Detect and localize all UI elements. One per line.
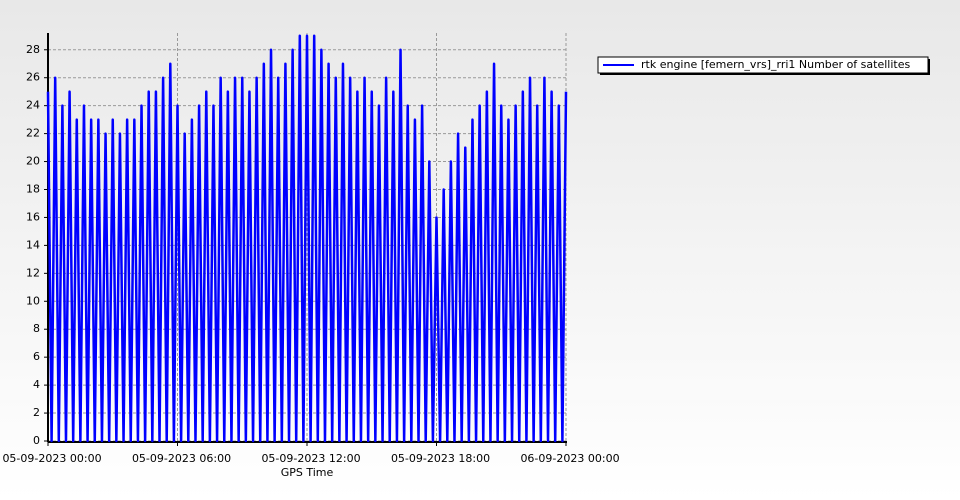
y-tick-label: 18 bbox=[26, 182, 40, 195]
x-tick-label: 05-09-2023 18:00 bbox=[391, 452, 490, 465]
y-tick-label: 12 bbox=[26, 266, 40, 279]
y-tick-label: 4 bbox=[33, 378, 40, 391]
y-tick-label: 2 bbox=[33, 406, 40, 419]
x-axis-label: GPS Time bbox=[281, 466, 334, 479]
y-tick-label: 16 bbox=[26, 210, 40, 223]
y-tick-label: 0 bbox=[33, 434, 40, 447]
legend-box bbox=[597, 56, 929, 74]
x-tick-label: 06-09-2023 00:00 bbox=[520, 452, 619, 465]
y-tick-label: 28 bbox=[26, 43, 40, 56]
y-tick-label: 22 bbox=[26, 127, 40, 140]
y-tick-label: 8 bbox=[33, 322, 40, 335]
series-line bbox=[46, 34, 568, 443]
x-tick-label: 05-09-2023 06:00 bbox=[132, 452, 231, 465]
y-tick-label: 20 bbox=[26, 155, 40, 168]
y-tick-label: 24 bbox=[26, 99, 40, 112]
x-tick-label: 05-09-2023 00:00 bbox=[2, 452, 101, 465]
y-tick-label: 10 bbox=[26, 294, 40, 307]
legend-label: rtk engine [femern_vrs]_rri1 Number of s… bbox=[641, 58, 910, 71]
x-tick-label: 05-09-2023 12:00 bbox=[261, 452, 360, 465]
y-tick-label: 26 bbox=[26, 71, 40, 84]
y-tick-label: 14 bbox=[26, 238, 40, 251]
y-tick-label: 6 bbox=[33, 350, 40, 363]
